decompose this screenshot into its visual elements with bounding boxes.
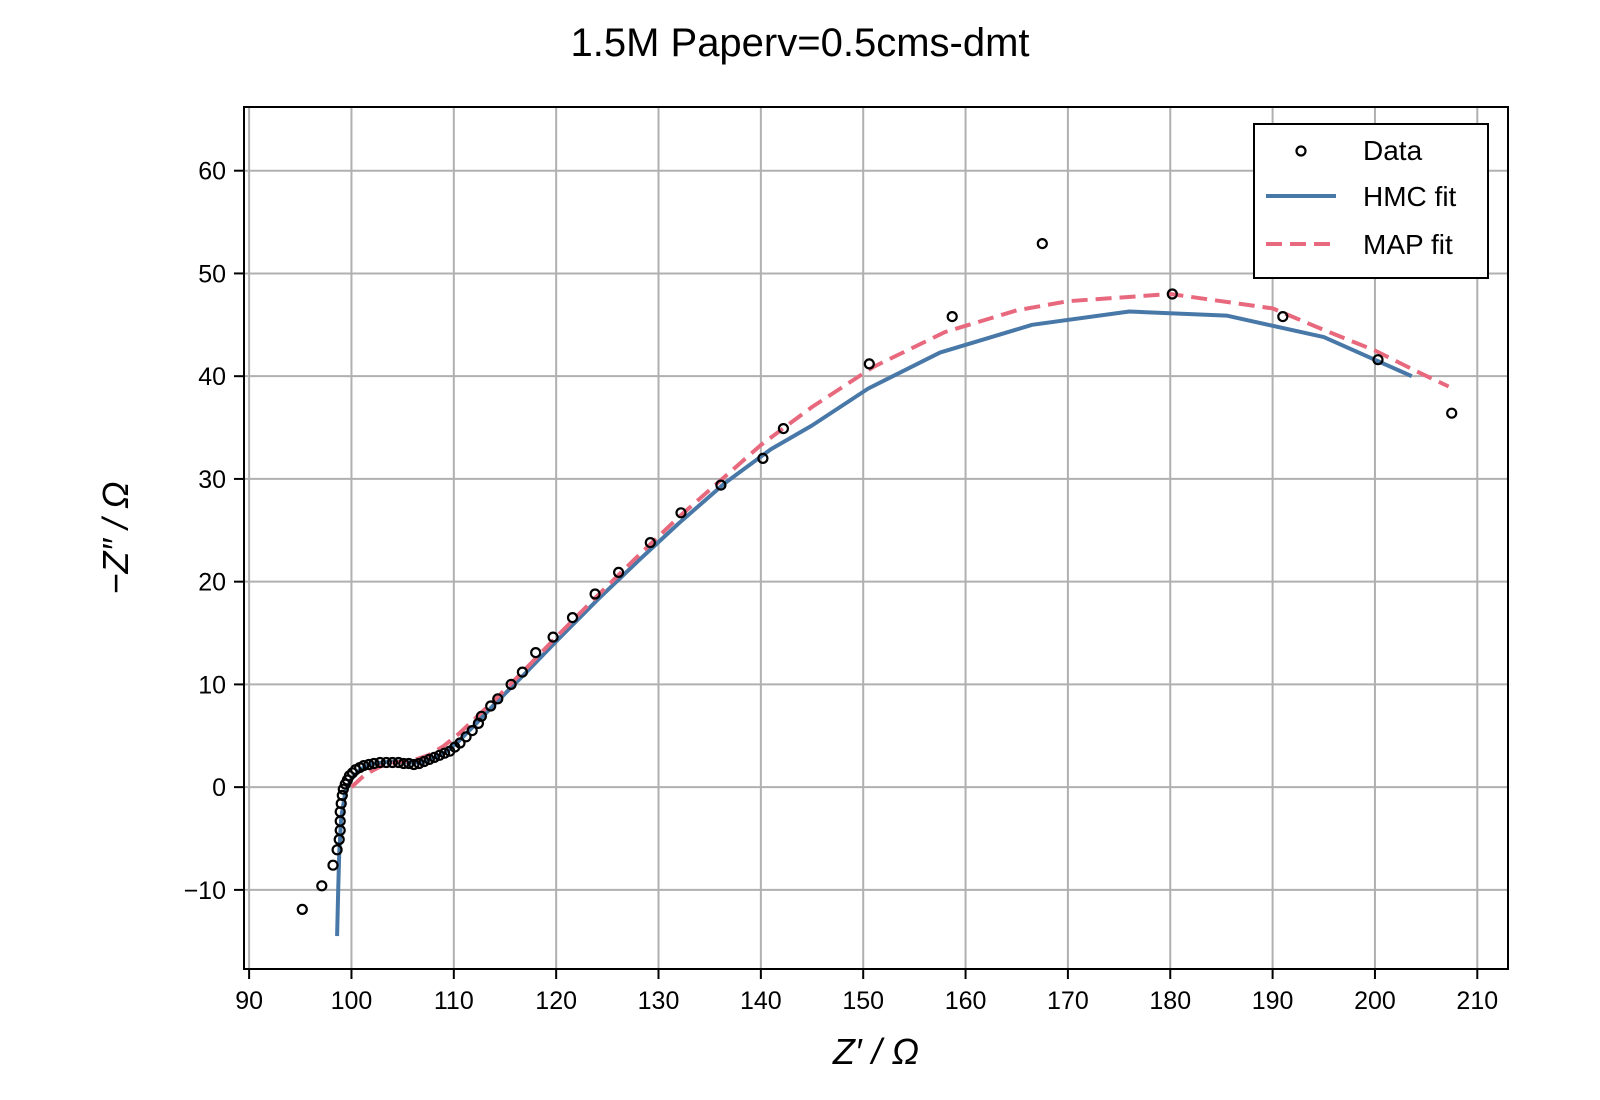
data-point xyxy=(757,452,769,464)
x-tick-label: 210 xyxy=(1456,987,1498,1015)
data-point xyxy=(460,731,472,743)
data-point xyxy=(413,757,425,770)
data-point xyxy=(408,758,420,771)
data-point xyxy=(398,757,410,770)
data-point xyxy=(363,758,375,771)
data-point xyxy=(1446,407,1458,419)
data-point xyxy=(505,678,517,691)
y-tick-label: 40 xyxy=(198,363,226,391)
x-axis-title: Z′ / Ω xyxy=(832,1031,919,1072)
x-tick-label: 110 xyxy=(434,987,474,1015)
y-axis-title: −Z″ / Ω xyxy=(95,481,136,594)
legend: Data HMC fit MAP fit xyxy=(1253,123,1489,279)
data-point xyxy=(777,423,790,435)
data-point xyxy=(547,631,559,643)
data-point xyxy=(1277,311,1289,323)
data-point xyxy=(386,756,398,769)
data-point xyxy=(530,646,542,659)
legend-label-map: MAP fit xyxy=(1363,229,1453,260)
x-tick-label: 150 xyxy=(842,987,884,1015)
data-point xyxy=(296,903,308,916)
data-point xyxy=(380,756,392,769)
data-point xyxy=(368,757,380,770)
data-point xyxy=(336,789,348,802)
data-point xyxy=(418,755,430,768)
x-tick-label: 160 xyxy=(945,987,987,1015)
x-tick-label: 90 xyxy=(235,987,263,1015)
y-tick-label: 0 xyxy=(212,774,226,802)
data-point xyxy=(675,507,687,519)
y-tick-label: 10 xyxy=(198,671,226,699)
data-point xyxy=(466,724,478,737)
legend-box xyxy=(1253,123,1489,279)
x-tick-label: 120 xyxy=(535,987,577,1015)
x-tick-label: 130 xyxy=(638,987,680,1015)
x-tick-label: 180 xyxy=(1149,987,1191,1015)
data-point xyxy=(358,759,370,772)
data-point xyxy=(612,566,625,579)
data-point xyxy=(492,693,504,705)
data-point xyxy=(374,756,386,769)
data-point xyxy=(589,588,601,600)
data-point xyxy=(392,756,405,769)
x-tick-label: 200 xyxy=(1354,987,1396,1015)
x-tick-label: 140 xyxy=(740,987,782,1015)
y-tick-label: 50 xyxy=(198,260,226,288)
legend-label-data: Data xyxy=(1363,135,1423,166)
y-tick-label: −10 xyxy=(184,877,226,905)
chart-title: 1.5M Paperv=0.5cms-dmt xyxy=(570,21,1029,65)
data-point xyxy=(863,358,875,370)
y-tick-label: 20 xyxy=(198,569,226,597)
y-tick-label: 60 xyxy=(198,158,226,186)
data-point xyxy=(1166,288,1178,300)
data-point xyxy=(516,666,529,678)
data-point xyxy=(346,767,359,779)
data-point xyxy=(485,700,497,712)
series-layer xyxy=(296,238,1458,937)
data-point xyxy=(475,710,487,722)
y-tick-label: 30 xyxy=(198,466,226,494)
data-point xyxy=(343,770,355,782)
data-point xyxy=(946,311,958,323)
grid xyxy=(244,107,1508,969)
data-point xyxy=(566,611,579,624)
data-point xyxy=(337,783,349,795)
data-point xyxy=(644,536,656,549)
data-point xyxy=(715,479,727,491)
data-point xyxy=(327,859,339,871)
data-point xyxy=(433,749,446,761)
data-point xyxy=(1372,354,1384,366)
legend-label-hmc: HMC fit xyxy=(1363,181,1457,212)
plot-frame xyxy=(243,106,1509,970)
data-point xyxy=(439,747,451,759)
data-point xyxy=(316,880,328,892)
x-tick-label: 170 xyxy=(1047,987,1089,1015)
data-point xyxy=(454,737,466,749)
legend-data-marker xyxy=(1295,145,1307,157)
data-point xyxy=(428,751,440,764)
x-tick-label: 100 xyxy=(331,987,373,1015)
data-point xyxy=(1036,238,1048,250)
data-point xyxy=(423,753,435,766)
data-point xyxy=(331,844,343,856)
x-tick-label: 190 xyxy=(1252,987,1294,1015)
ticks: 90 100 110 120 130 140 150 160 170 180 190 200 210−1… xyxy=(184,158,1499,1015)
data-point xyxy=(403,757,415,770)
